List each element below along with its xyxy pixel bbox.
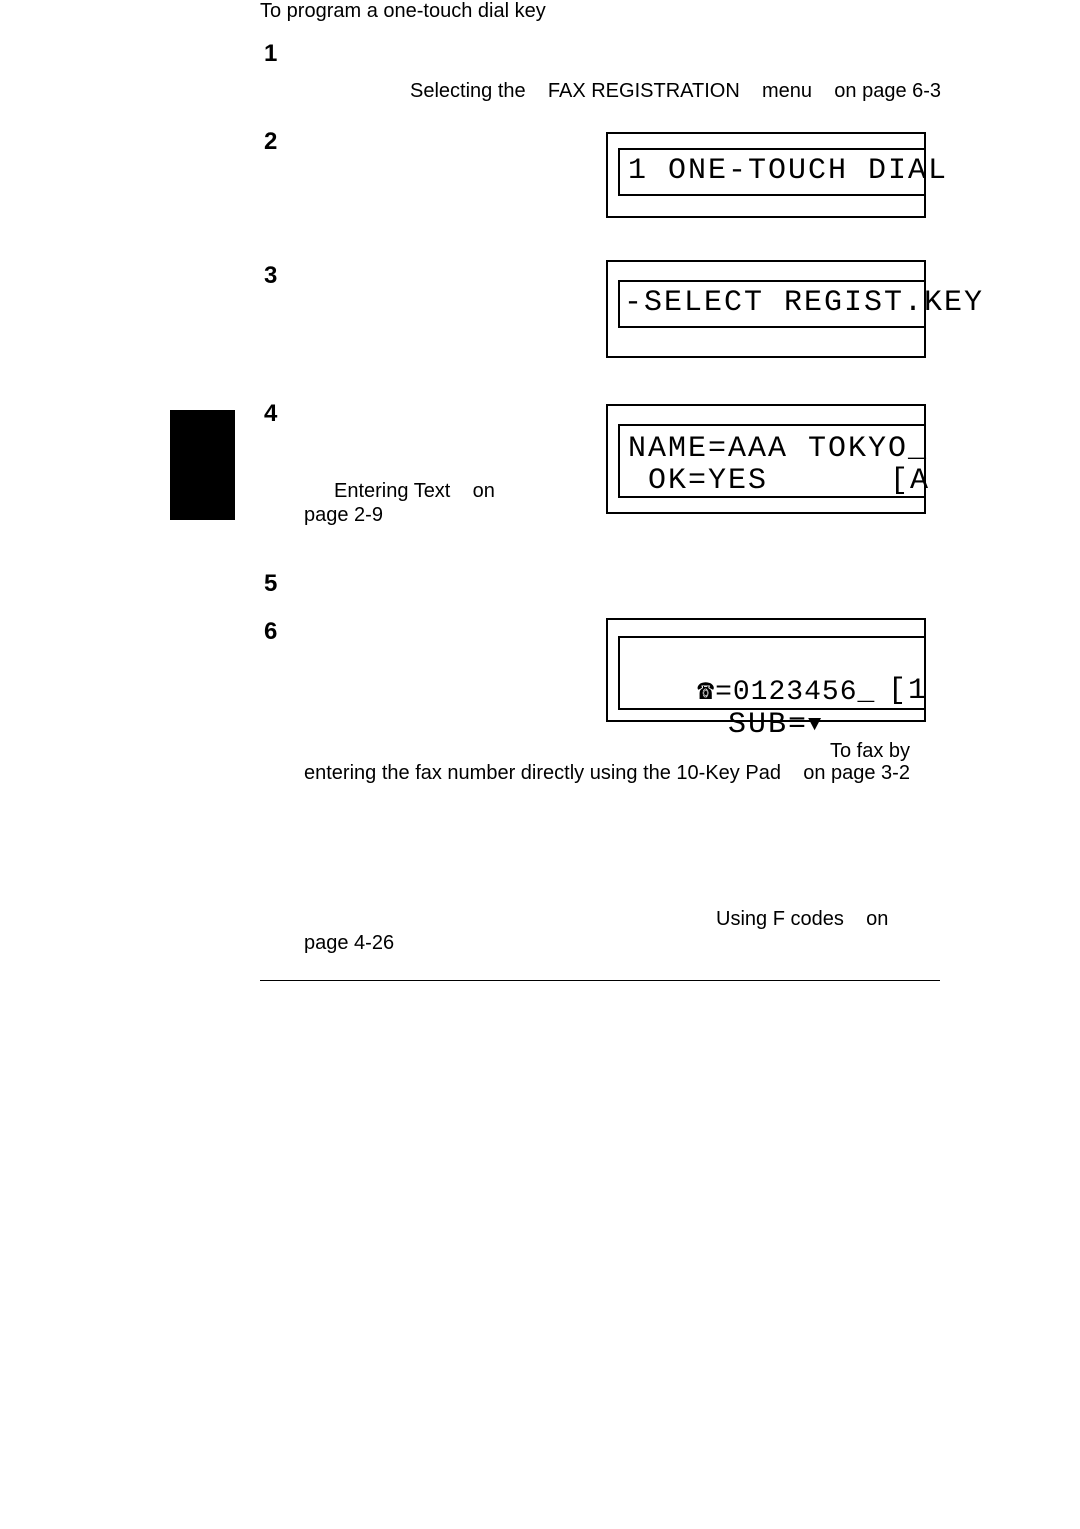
step-number-5: 5 [264, 570, 277, 598]
ref-entering-text: Entering Text on [334, 480, 495, 503]
lcd-4-line-2-text: SUB= [708, 708, 808, 742]
ref1-pre: Selecting the [410, 80, 526, 102]
lcd-3-line-2-right: [A [890, 464, 930, 498]
ref1-suf: menu [762, 80, 812, 102]
step-number-6: 6 [264, 618, 277, 646]
page-container: To program a one-touch dial key 1 Select… [0, 0, 1080, 1529]
ref4-on: on [866, 908, 888, 930]
lcd-3-line-2: OK=YES [628, 464, 768, 498]
section-title: To program a one-touch dial key [260, 0, 546, 23]
ref4-text: Using F codes [716, 908, 844, 930]
ref2-page: page 2-9 [304, 504, 383, 527]
step-number-3: 3 [264, 262, 277, 290]
ref3-b: entering the fax number directly using t… [304, 762, 910, 785]
horizontal-rule [260, 980, 940, 981]
lcd-3-line-1: NAME=AAA TOKYO_ [628, 432, 928, 466]
step-number-4: 4 [264, 400, 277, 428]
lcd-4-line-2: SUB=▼ [628, 674, 823, 776]
ref-fax-registration: Selecting the FAX REGISTRATION menu on p… [410, 80, 941, 103]
step-number-1: 1 [264, 40, 277, 68]
ref1-page: on page 6-3 [834, 80, 941, 102]
black-side-tab [170, 410, 235, 520]
lcd-4-line-2-right: [1 [888, 674, 928, 708]
down-arrow-icon: ▼ [808, 712, 823, 737]
ref3-a: To fax by [830, 740, 910, 763]
ref3-b-text: entering the fax number directly using t… [304, 762, 781, 784]
ref1-mid: FAX REGISTRATION [548, 80, 740, 102]
ref3-page: on page 3-2 [803, 762, 910, 784]
ref2: Entering Text [334, 480, 450, 502]
ref2-on: on [473, 480, 495, 502]
step-number-2: 2 [264, 128, 277, 156]
lcd-1-line-1: 1 ONE-TOUCH DIAL [628, 154, 948, 188]
lcd-2-line-1: -SELECT REGIST.KEY [624, 286, 984, 320]
ref4-page: page 4-26 [304, 932, 394, 955]
ref4: Using F codes on [716, 908, 888, 931]
